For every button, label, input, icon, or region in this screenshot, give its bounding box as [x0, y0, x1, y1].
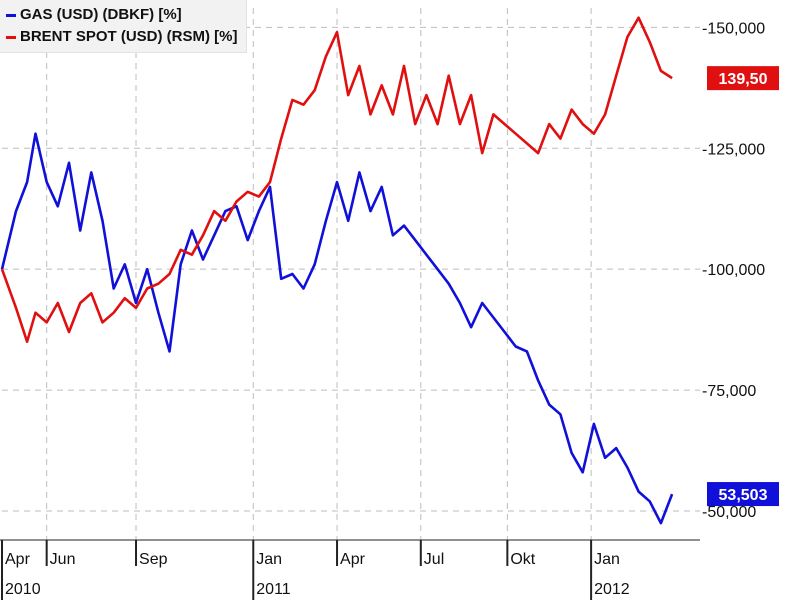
legend-item-brent: BRENT SPOT (USD) (RSM) [%] [6, 26, 238, 48]
x-year-label: 2011 [256, 581, 291, 598]
legend-swatch-brent [6, 35, 16, 39]
x-tick-label: Jan [256, 551, 282, 568]
last-value-badge [707, 482, 779, 507]
x-tick-label: Apr [5, 551, 31, 568]
x-tick-label: Sep [139, 551, 168, 568]
y-axis: -50,000 -75,000 -100,000 -125,000 -150,000 [702, 20, 765, 521]
legend-swatch-gas [6, 13, 16, 17]
x-year-label: 2012 [594, 581, 630, 598]
y-tick-label: -75,000 [702, 383, 756, 400]
y-tick-label: -50,000 [702, 504, 756, 521]
x-tick-label: Jun [50, 551, 76, 568]
legend-item-gas: GAS (USD) (DBKF) [%] [6, 4, 238, 26]
x-tick-label: Okt [510, 551, 535, 568]
last-value-label: 139,50 [719, 71, 768, 88]
last-value-label: 53,503 [719, 487, 768, 504]
x-axis: Apr 2010 Jun Sep Jan 2011 Apr Jul Okt Jan 2012 [0, 539, 700, 600]
series-lines [0, 16, 674, 525]
y-tick-label: -100,000 [702, 262, 765, 279]
gridlines [2, 8, 700, 540]
legend: GAS (USD) (DBKF) [%] BRENT SPOT (USD) (R… [0, 0, 247, 53]
last-value-badge [707, 66, 779, 91]
legend-label-gas: GAS (USD) (DBKF) [%] [20, 6, 182, 23]
y-tick-label: -125,000 [702, 141, 765, 158]
series-line-1 [0, 16, 673, 343]
legend-label-brent: BRENT SPOT (USD) (RSM) [%] [20, 28, 238, 45]
series-line-0 [0, 132, 674, 525]
x-tick-label: Apr [340, 551, 366, 568]
x-year-label: 2010 [5, 581, 41, 598]
y-tick-label: -150,000 [702, 20, 765, 37]
x-tick-label: Jul [424, 551, 444, 568]
x-tick-label: Jan [594, 551, 620, 568]
last-value-badges: 53,503 139,50 [707, 66, 779, 507]
